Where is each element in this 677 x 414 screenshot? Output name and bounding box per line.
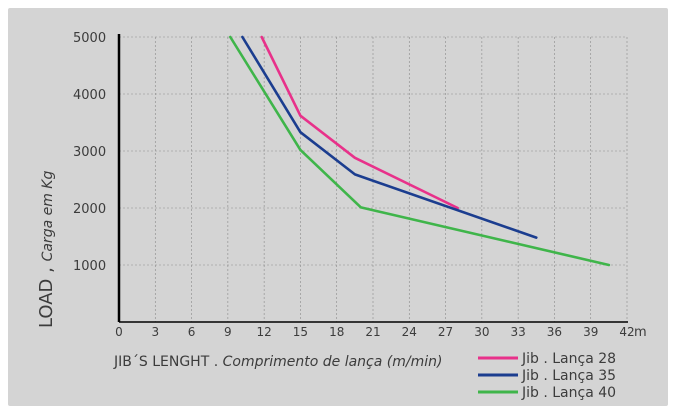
series-line-3 (229, 35, 611, 267)
y-tick-label: 2000 (73, 202, 106, 217)
y-tick-label: 1000 (73, 259, 106, 274)
x-tick-label: 27 (438, 325, 453, 339)
x-tick-label: 12 (257, 325, 272, 339)
x-axis-unit: m (634, 325, 647, 340)
series-line-2 (241, 35, 538, 239)
x-tick-label: 21 (365, 325, 380, 339)
x-axis-title: JIB´S LENGHT . Comprimento de lança (m/m… (113, 354, 442, 370)
x-tick-label: 36 (547, 325, 562, 339)
legend-label-1: Jib . Lança 28 (521, 351, 616, 367)
x-tick-label: 42 (619, 325, 634, 339)
y-tick-label: 4000 (73, 88, 106, 103)
grid-layer (119, 36, 628, 322)
chart-card: 0 3 6 9 12 15 18 21 24 27 30 33 36 39 42 1000 2000 3000 40… (8, 8, 668, 406)
y-axis-title-sub: Carga em Kg (40, 171, 56, 262)
legend-label-2: Jib . Lança 35 (521, 368, 616, 384)
x-tick-label: 18 (329, 325, 344, 339)
x-tick-label: 9 (224, 325, 232, 339)
x-tick-label: 33 (511, 325, 526, 339)
x-tick-label: 6 (188, 325, 196, 339)
x-axis-title-main: JIB´S LENGHT . (113, 354, 223, 370)
x-tick-label: 0 (115, 325, 123, 339)
x-axis-title-sub: Comprimento de lança (m/min) (223, 354, 443, 370)
x-tick-label: 39 (583, 325, 598, 339)
ticks-layer: 0 3 6 9 12 15 18 21 24 27 30 33 36 39 4210002000300040… (73, 31, 635, 339)
y-axis-title-main: LOAD , (36, 261, 57, 328)
x-tick-label: 3 (151, 325, 159, 339)
axes-layer (117, 34, 628, 323)
series-line-1 (260, 35, 460, 210)
y-axis-title: LOAD , Carga em Kg (36, 171, 57, 328)
legend-label-3: Jib . Lança 40 (521, 385, 616, 401)
x-tick-label: 24 (402, 325, 417, 339)
x-tick-label: 30 (474, 325, 489, 339)
y-tick-label: 5000 (73, 31, 106, 46)
x-tick-label: 15 (293, 325, 308, 339)
chart-svg: 0 3 6 9 12 15 18 21 24 27 30 33 36 39 4210002000300040… (36, 31, 647, 401)
series-layer (229, 35, 611, 267)
y-tick-label: 3000 (73, 145, 106, 160)
